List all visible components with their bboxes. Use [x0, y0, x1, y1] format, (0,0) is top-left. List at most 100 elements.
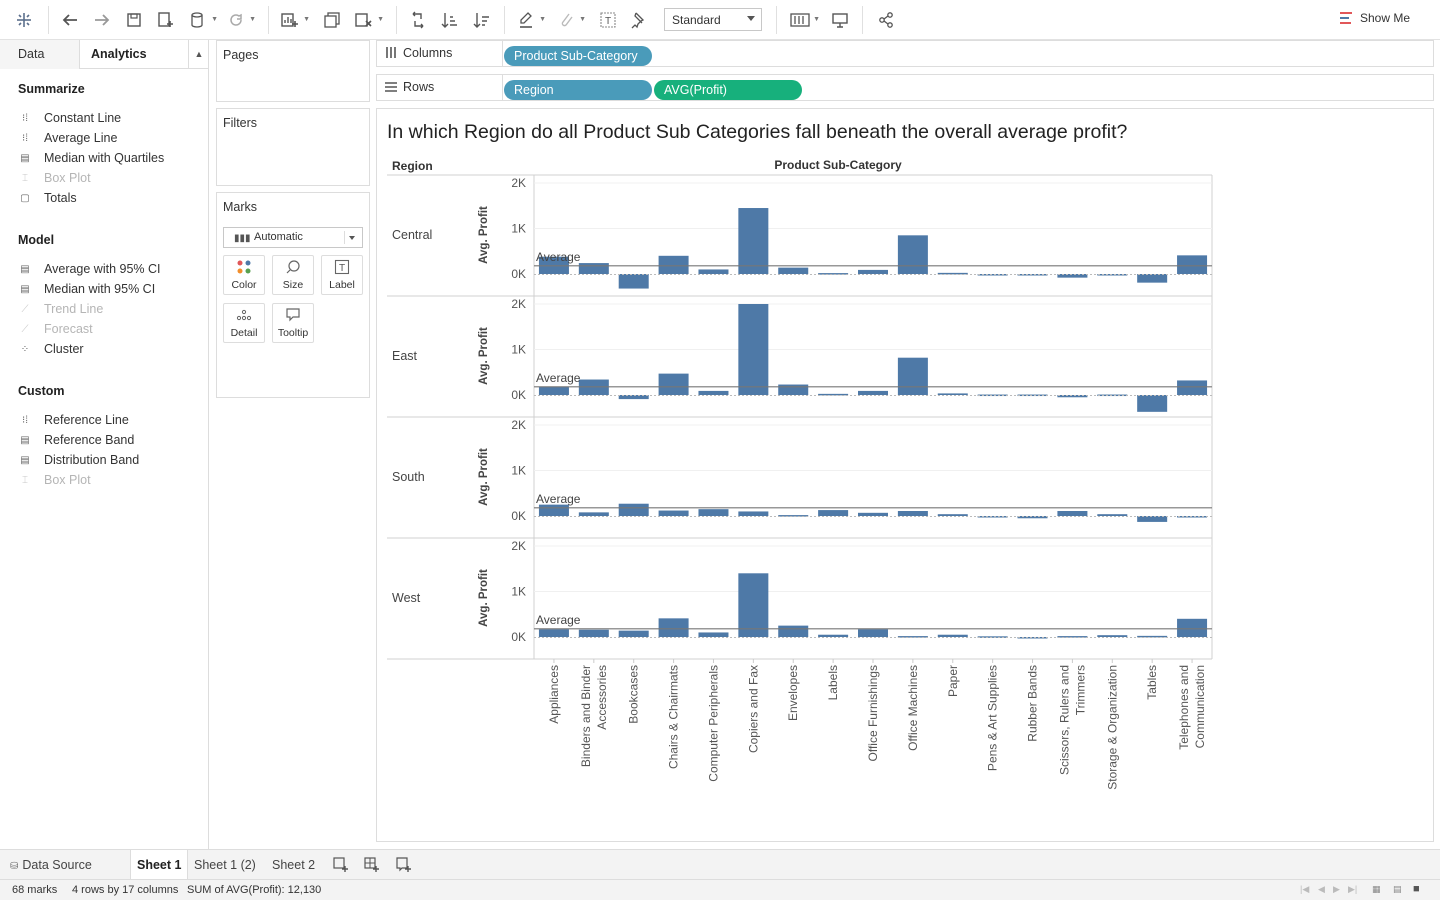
label-button[interactable]: T Label [321, 255, 363, 295]
bar-south-2 [618, 503, 649, 516]
analytics-item-constant-line[interactable]: ⁝⁞ Constant Line [18, 110, 121, 126]
bar-east-13 [1057, 395, 1088, 398]
bar-central-15 [1137, 274, 1168, 283]
new-data-source-icon[interactable] [154, 8, 178, 32]
bar-east-0 [538, 386, 569, 395]
color-button[interactable]: Color [223, 255, 265, 295]
bar-east-3 [658, 373, 689, 395]
tab-sheet-2[interactable]: Sheet 2 [272, 858, 316, 872]
analytics-item-median-with-quartiles[interactable]: ▤ Median with Quartiles [18, 150, 164, 166]
analytics-item-reference-band[interactable]: ▤ Reference Band [18, 432, 134, 448]
filters-card[interactable]: Filters [216, 108, 370, 186]
totals-icon: ▢ [20, 192, 30, 204]
label-label: Label [329, 279, 355, 291]
tab-sheet-1-2[interactable]: Sheet 1 (2) [194, 858, 256, 872]
tooltip-button[interactable]: Tooltip [272, 303, 314, 343]
chevron-down-icon [747, 16, 755, 21]
tab-data-source[interactable]: ⛁ Data Source [4, 850, 98, 880]
section-title-custom: Custom [18, 384, 65, 398]
show-cards-icon[interactable]: ▼ [788, 8, 820, 32]
share-icon[interactable] [874, 8, 898, 32]
y-tick-label: 1K [511, 343, 526, 357]
analytics-item-distribution-band[interactable]: ▤ Distribution Band [18, 452, 139, 468]
size-button[interactable]: Size [272, 255, 314, 295]
x-tick-label-10: Paper [946, 665, 960, 697]
x-tick-label-3: Chairs & Chairmats [667, 665, 681, 769]
fix-axes-pin-icon[interactable] [626, 8, 650, 32]
x-tick-label-0: Appliances [547, 665, 561, 724]
last-page-icon[interactable]: ▶| [1348, 884, 1358, 894]
bar-central-3 [658, 255, 689, 274]
grid-view-icon[interactable]: ▦ [1372, 884, 1381, 894]
next-page-icon[interactable]: ▶ [1333, 884, 1340, 894]
refresh-icon[interactable]: ▼ [224, 8, 256, 32]
group-members-icon[interactable]: ▼ [554, 8, 586, 32]
new-dashboard-icon[interactable] [363, 856, 381, 874]
prev-page-icon[interactable]: ◀ [1318, 884, 1325, 894]
analytics-item-trend-line[interactable]: ⟋ Trend Line [18, 301, 104, 317]
show-mark-labels-icon[interactable]: T [596, 8, 620, 32]
x-tick-label-8: Office Furnishings [866, 665, 880, 762]
analytics-item-totals[interactable]: ▢ Totals [18, 190, 76, 206]
show-me-button[interactable]: Show Me [1340, 11, 1410, 25]
x-tick-label-line: Storage & Organization [1105, 665, 1119, 790]
filmstrip-view-icon[interactable]: ▤ [1393, 884, 1402, 894]
sort-ascending-icon[interactable] [438, 8, 462, 32]
analytics-item-label: Trend Line [44, 302, 104, 316]
tab-analytics[interactable]: Analytics [91, 47, 147, 61]
pill-avg-profit[interactable]: AVG(Profit) [654, 80, 802, 100]
pane-menu-icon[interactable]: ▲ [188, 40, 209, 69]
analytics-item-median-with-95-ci[interactable]: ▤ Median with 95% CI [18, 281, 155, 297]
size-icon [273, 259, 313, 279]
analytics-item-label: Box Plot [44, 473, 91, 487]
presentation-mode-icon[interactable] [828, 8, 852, 32]
fit-select[interactable]: Standard [664, 8, 762, 31]
pill-product-sub-category[interactable]: Product Sub-Category [504, 46, 652, 66]
highlight-icon[interactable]: ▼ [514, 8, 546, 32]
columns-shelf[interactable]: Columns Product Sub-Category [376, 40, 1434, 67]
new-story-icon[interactable] [395, 856, 413, 874]
sort-descending-icon[interactable] [470, 8, 494, 32]
tab-view-icon[interactable]: ■ [1413, 883, 1420, 895]
y-tick-label: 0K [511, 509, 526, 523]
bar-west-3 [658, 618, 689, 637]
first-page-icon[interactable]: |◀ [1300, 884, 1310, 894]
analytics-item-average-line[interactable]: ⁝⁞ Average Line [18, 130, 117, 146]
swap-rows-columns-icon[interactable] [406, 8, 430, 32]
analytics-item-average-with-95-ci[interactable]: ▤ Average with 95% CI [18, 261, 160, 277]
average-ci-icon: ▤ [20, 263, 30, 275]
bar-west-5 [738, 573, 769, 637]
clear-sheet-icon[interactable]: ▼ [352, 8, 384, 32]
reference-band-icon: ▤ [20, 434, 30, 446]
mark-type-select[interactable]: ▮▮▮ Automatic [223, 227, 363, 248]
analytics-item-box-plot[interactable]: ⌶ Box Plot [18, 472, 91, 488]
pause-updates-icon[interactable]: ▼ [186, 8, 218, 32]
rows-shelf[interactable]: Rows Region AVG(Profit) [376, 74, 1434, 101]
bar-east-15 [1137, 395, 1168, 412]
analytics-item-cluster[interactable]: ⁘ Cluster [18, 341, 84, 357]
save-icon[interactable] [122, 8, 146, 32]
bar-central-4 [698, 269, 729, 274]
tableau-logo-icon[interactable] [12, 8, 36, 32]
x-tick-label-line: Labels [826, 665, 840, 700]
duplicate-sheet-icon[interactable] [320, 8, 344, 32]
undo-icon[interactable] [58, 8, 82, 32]
bar-west-2 [618, 630, 649, 637]
new-worksheet-icon[interactable]: ▼ [278, 8, 310, 32]
bar-south-0 [538, 504, 569, 516]
detail-button[interactable]: Detail [223, 303, 265, 343]
label-icon: T [322, 259, 362, 279]
pill-region[interactable]: Region [504, 80, 652, 100]
pages-card[interactable]: Pages [216, 40, 370, 102]
average-reference-label: Average [536, 492, 581, 506]
sheet-tabs: ⛁ Data Source Sheet 1 Sheet 1 (2) Sheet 2 [0, 849, 1440, 880]
redo-icon[interactable] [90, 8, 114, 32]
bar-chart[interactable]: Region Product Sub-Category Central Avg. Pr… [377, 109, 1433, 841]
tab-sheet-1[interactable]: Sheet 1 [130, 850, 189, 880]
new-worksheet-icon[interactable] [332, 856, 350, 874]
analytics-item-reference-line[interactable]: ⁝⁞ Reference Line [18, 412, 129, 428]
analytics-item-forecast[interactable]: ⟋ Forecast [18, 321, 93, 337]
tab-data[interactable]: Data [0, 40, 80, 69]
analytics-item-box-plot[interactable]: ⌶ Box Plot [18, 170, 91, 186]
bar-south-13 [1057, 510, 1088, 516]
